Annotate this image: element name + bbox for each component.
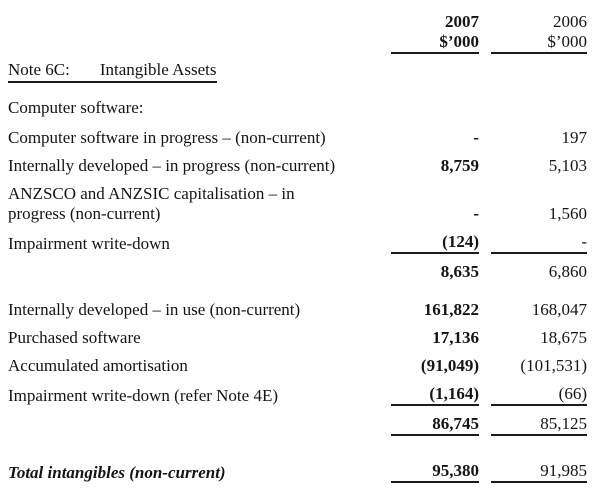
row-label: Purchased software bbox=[8, 328, 379, 348]
value-2007: (124) bbox=[391, 232, 479, 254]
value-2006: - bbox=[491, 232, 587, 254]
value-2007: - bbox=[473, 204, 479, 223]
table-row: Computer software in progress – (non-cur… bbox=[8, 124, 587, 152]
total-row: Total intangibles (non-current) 95,380 91,… bbox=[8, 457, 587, 487]
subtotal-row: 8,635 6,860 bbox=[8, 258, 587, 286]
row-label-text: Impairment write-down (refer Note 4E) bbox=[8, 386, 278, 405]
header-spacer bbox=[8, 31, 379, 32]
row-label-text: Total intangibles (non-current) bbox=[8, 463, 226, 482]
header-spacer bbox=[8, 53, 379, 54]
row-label: Accumulated amortisation bbox=[8, 356, 379, 376]
row-label: Computer software in progress – (non-cur… bbox=[8, 128, 379, 148]
table-row: Accumulated amortisation (91,049) (101,531… bbox=[8, 352, 587, 380]
value-2007: 95,380 bbox=[391, 461, 479, 483]
financial-note-page: 2007 2006 $’000 $’000 Note 6C: Intangible… bbox=[8, 12, 587, 487]
row-label-text-line2: progress (non-current) bbox=[8, 204, 161, 223]
note-name: Intangible Assets bbox=[99, 60, 217, 79]
value-2007: - bbox=[473, 128, 479, 147]
row-label-text: Impairment write-down bbox=[8, 234, 170, 253]
value-2006: 197 bbox=[561, 128, 588, 147]
table-row: ANZSCO and ANZSIC capitalisation – in pro… bbox=[8, 180, 587, 228]
row-label-text: ANZSCO and ANZSIC capitalisation – in bbox=[8, 184, 295, 203]
note-number: Note 6C: bbox=[8, 60, 70, 79]
col-header-year-2006: 2006 bbox=[553, 12, 587, 31]
value-2006: (66) bbox=[491, 384, 587, 406]
note-title: Note 6C: Intangible Assets bbox=[8, 60, 217, 83]
value-2007: 8,635 bbox=[440, 262, 479, 281]
row-label bbox=[8, 281, 379, 282]
value-2006: 18,675 bbox=[540, 328, 587, 347]
col-header-unit-2006: $’000 bbox=[491, 32, 587, 54]
table-row: Internally developed – in use (non-curre… bbox=[8, 296, 587, 324]
row-label: ANZSCO and ANZSIC capitalisation – in pro… bbox=[8, 184, 379, 224]
value-2007: 86,745 bbox=[391, 414, 479, 436]
table-row: Purchased software 17,136 18,675 bbox=[8, 324, 587, 352]
table-row: Internally developed – in progress (non-… bbox=[8, 152, 587, 180]
value-2006: 168,047 bbox=[531, 300, 587, 319]
value-2007: 8,759 bbox=[440, 156, 479, 175]
row-label-text: Accumulated amortisation bbox=[8, 356, 188, 375]
value-2007: (1,164) bbox=[391, 384, 479, 406]
col-header-year-2007: 2007 bbox=[445, 12, 479, 31]
table-row: Impairment write-down (refer Note 4E) (1,… bbox=[8, 380, 587, 410]
column-unit-header-row: $’000 $’000 bbox=[8, 32, 587, 54]
row-label-text: Internally developed – in use (non-curre… bbox=[8, 300, 301, 319]
row-label-text: Computer software in progress – (non-cur… bbox=[8, 128, 326, 147]
row-label: Internally developed – in use (non-curre… bbox=[8, 300, 379, 320]
subtotal-row: 86,745 85,125 bbox=[8, 410, 587, 440]
section-label: Computer software: bbox=[8, 98, 144, 117]
value-2006: 91,985 bbox=[491, 461, 587, 483]
value-2006: 6,860 bbox=[548, 262, 587, 281]
value-2007: (91,049) bbox=[420, 356, 479, 375]
row-label: Impairment write-down (refer Note 4E) bbox=[8, 386, 379, 406]
row-label: Impairment write-down bbox=[8, 234, 379, 254]
value-2006: (101,531) bbox=[520, 356, 587, 375]
row-label-text: Internally developed – in progress (non-… bbox=[8, 156, 336, 175]
value-2007: 161,822 bbox=[423, 300, 479, 319]
value-2006: 1,560 bbox=[548, 204, 587, 223]
row-label: Total intangibles (non-current) bbox=[8, 463, 379, 483]
table-row: Impairment write-down (124) - bbox=[8, 228, 587, 258]
value-2006: 85,125 bbox=[491, 414, 587, 436]
column-year-header-row: 2007 2006 bbox=[8, 12, 587, 32]
table-body: Computer software in progress – (non-cur… bbox=[8, 124, 587, 487]
row-label bbox=[8, 435, 379, 436]
row-label-text: Purchased software bbox=[8, 328, 141, 347]
row-label: Internally developed – in progress (non-… bbox=[8, 156, 379, 176]
value-2006: 5,103 bbox=[548, 156, 587, 175]
col-header-unit-2007: $’000 bbox=[391, 32, 479, 54]
value-2007: 17,136 bbox=[432, 328, 479, 347]
